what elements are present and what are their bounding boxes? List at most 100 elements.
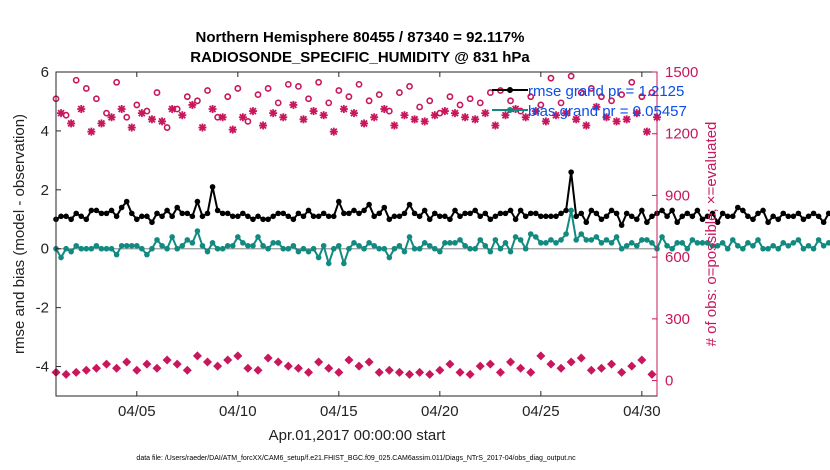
obs-evaluated-point [147,115,156,124]
left-y-tick-label: 4 [41,123,49,140]
obs-evaluated-point [420,117,429,126]
rmse-point [219,210,226,217]
bias-point [154,237,160,243]
bias-point [224,242,231,249]
bias-point [341,260,347,267]
obs-night-point [243,363,253,373]
rmse-point [664,213,670,220]
rmse-point [810,210,817,217]
rmse-point [755,210,761,217]
rmse-point [735,204,741,211]
obs-evaluated-point [299,115,308,124]
rmse-point [240,210,246,217]
legend-rmse-marker [507,87,513,93]
rmse-point [290,216,297,223]
rmse-point [563,207,569,214]
rmse-point [613,210,620,217]
left-y-tick-label: 0 [41,241,49,258]
obs-evaluated-point [612,117,621,126]
rmse-point [548,213,554,220]
obs-night-point [374,367,384,377]
rmse-point [457,213,463,220]
obs-evaluated-point [440,107,449,116]
rmse-point [169,213,175,220]
rmse-point [341,210,347,217]
rmse-point [447,216,453,223]
obs-possible-point [476,99,484,107]
legend-rmse-label: rmse grand pr = 1.2125 [528,83,684,100]
rmse-point [68,216,74,223]
rmse-point [719,210,726,217]
rmse-point [618,222,625,228]
rmse-point [699,216,706,223]
rmse-point [522,213,529,220]
obs-evaluated-point [521,113,530,122]
obs-possible-point [396,89,403,96]
right-y-tick-label: 1200 [665,126,698,143]
bias-point [649,240,655,246]
rmse-point [411,210,418,217]
bias-point [325,260,332,267]
bias-point [447,240,453,246]
left-y-axis-label: rmse and bias (model - observation) [11,114,28,354]
bias-point [371,242,377,249]
left-y-tick-label: -4 [36,359,49,376]
bias-point [543,240,549,246]
rmse-point [330,213,337,220]
obs-night-point [142,359,152,369]
rmse-point [477,213,484,220]
obs-night-point [566,357,576,367]
bias-point [472,245,478,252]
rmse-point [714,219,721,226]
rmse-point [532,210,539,217]
bias-point [745,240,751,246]
bias-point [174,245,181,252]
bias-point [356,242,362,249]
obs-possible-point [406,83,413,90]
rmse-point [386,216,393,223]
obs-evaluated-point [390,121,399,130]
obs-evaluated-point [188,100,197,109]
obs-night-point [576,353,586,363]
rmse-point [391,213,398,220]
rmse-point [820,219,827,226]
rmse-point [63,213,69,220]
bias-point [149,245,155,252]
rmse-point [785,213,792,220]
obs-night-point [394,367,404,377]
obs-possible-point [153,89,161,96]
obs-night-point [223,355,233,365]
obs-evaluated-point [360,119,369,128]
obs-night-point [607,359,617,369]
rmse-point [255,213,261,220]
obs-evaluated-point [329,127,338,136]
bias-point [275,240,282,246]
rmse-point [553,213,559,220]
obs-evaluated-point [238,113,247,122]
obs-possible-point [335,87,343,94]
obs-possible-point [567,72,575,80]
rmse-point [724,213,731,220]
bias-point [538,240,544,246]
obs-night-point [364,357,374,367]
rmse-point [401,210,408,217]
obs-evaluated-point [259,121,268,130]
bias-point [235,234,241,240]
bias-point [699,240,706,246]
bias-point [396,242,403,249]
bias-point [623,242,630,249]
rmse-point [285,213,292,220]
obs-evaluated-point [127,123,136,132]
rmse-point [280,210,287,217]
obs-possible-point [486,89,494,96]
bias-point [689,237,696,243]
rmse-point [108,207,115,214]
obs-night-point [435,365,445,375]
legend: rmse grand pr = 1.2125 bias grand pr = 0… [492,83,687,120]
obs-possible-point [315,78,323,86]
bias-point [527,231,534,237]
right-y-tick-label: 0 [665,373,673,390]
bias-point [416,245,423,252]
rmse-point [149,219,155,226]
obs-possible-point [527,93,535,101]
